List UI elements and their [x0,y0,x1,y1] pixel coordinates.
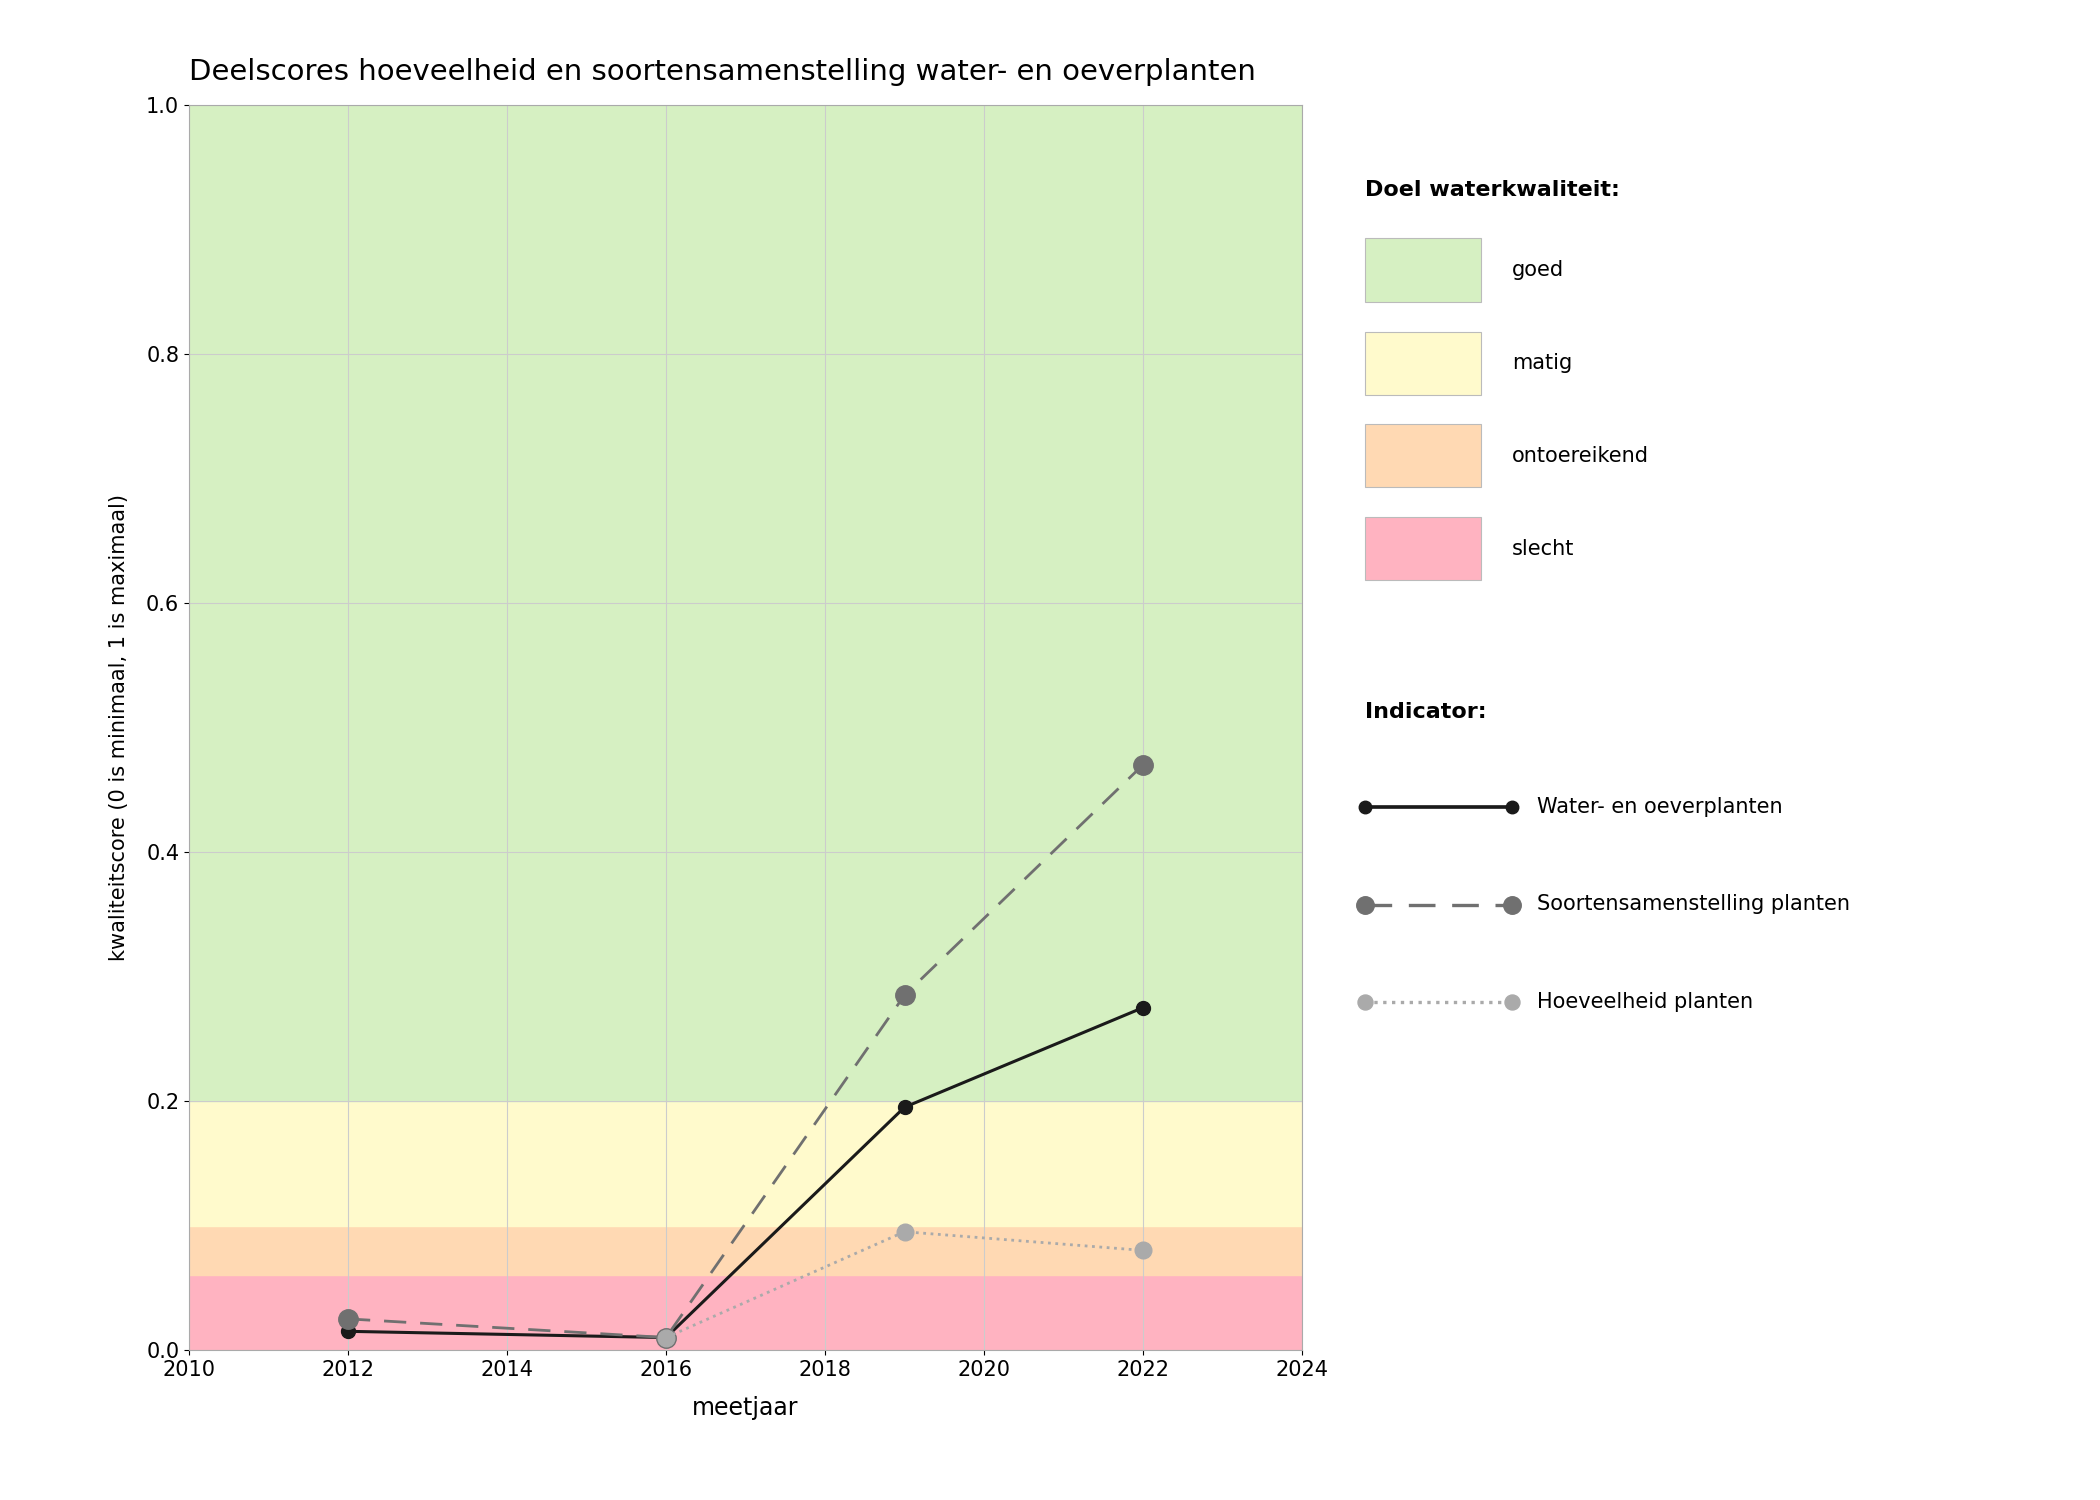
Text: goed: goed [1512,260,1564,280]
Text: slecht: slecht [1512,538,1575,560]
Text: Soortensamenstelling planten: Soortensamenstelling planten [1537,894,1850,915]
Text: Hoeveelheid planten: Hoeveelheid planten [1537,992,1754,1012]
Text: ontoereikend: ontoereikend [1512,446,1648,466]
X-axis label: meetjaar: meetjaar [693,1396,798,1420]
Bar [189,105,1302,1101]
Text: matig: matig [1512,352,1573,374]
Text: Water- en oeverplanten: Water- en oeverplanten [1537,796,1783,818]
Bar [189,1101,1302,1226]
Y-axis label: kwaliteitscore (0 is minimaal, 1 is maximaal): kwaliteitscore (0 is minimaal, 1 is maxi… [109,494,130,962]
Text: Indicator:: Indicator: [1365,702,1487,721]
Text: Deelscores hoeveelheid en soortensamenstelling water- en oeverplanten: Deelscores hoeveelheid en soortensamenst… [189,58,1256,86]
Bar [189,1275,1302,1350]
Bar [189,1226,1302,1275]
Text: Doel waterkwaliteit:: Doel waterkwaliteit: [1365,180,1619,200]
